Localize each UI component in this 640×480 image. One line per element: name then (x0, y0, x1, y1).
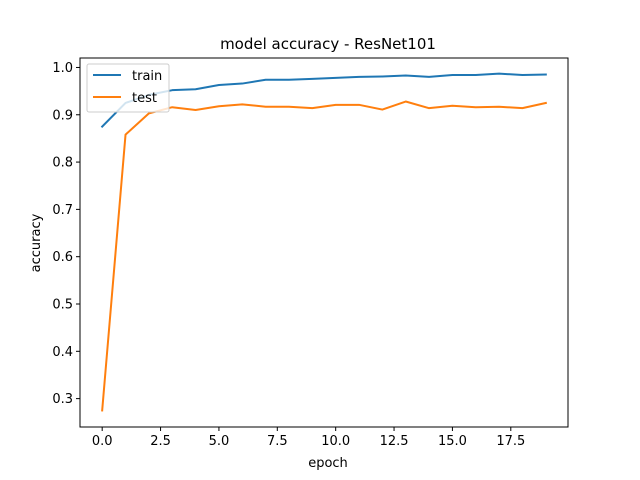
y-axis-title: accuracy (29, 213, 44, 272)
x-tick-label: 7.5 (267, 434, 288, 449)
x-tick-label: 15.0 (438, 434, 467, 449)
x-tick-label: 17.5 (496, 434, 525, 449)
x-axis-title: epoch (308, 456, 348, 471)
x-tick-label: 10.0 (321, 434, 350, 449)
y-tick-label: 0.3 (52, 392, 73, 407)
x-tick-label: 5.0 (209, 434, 230, 449)
plot-area (100, 72, 548, 412)
x-tick-label: 0.0 (92, 434, 113, 449)
axes-frame (79, 57, 569, 428)
y-tick-label: 1.0 (52, 61, 73, 76)
y-tick-label: 0.4 (52, 345, 73, 360)
chart-title: model accuracy - ResNet101 (220, 35, 436, 53)
y-tick-label: 0.5 (52, 298, 73, 313)
y-tick-label: 0.9 (52, 108, 73, 123)
series-train-line (100, 72, 547, 129)
series-test-line (101, 100, 548, 412)
y-tick-label: 0.6 (52, 250, 73, 265)
legend-train-label: train (132, 69, 162, 84)
legend: train test (86, 63, 170, 113)
y-tick-label: 0.8 (52, 156, 73, 171)
y-tick-label: 0.7 (52, 203, 73, 218)
y-axis: 0.3 0.4 0.5 0.6 0.7 0.8 0.9 1.0 (52, 61, 80, 407)
x-tick-label: 12.5 (380, 434, 409, 449)
legend-test-label: test (132, 91, 157, 106)
x-tick-label: 2.5 (150, 434, 171, 449)
x-axis: 0.0 2.5 5.0 7.5 10.0 12.5 15.0 17.5 (92, 427, 525, 449)
